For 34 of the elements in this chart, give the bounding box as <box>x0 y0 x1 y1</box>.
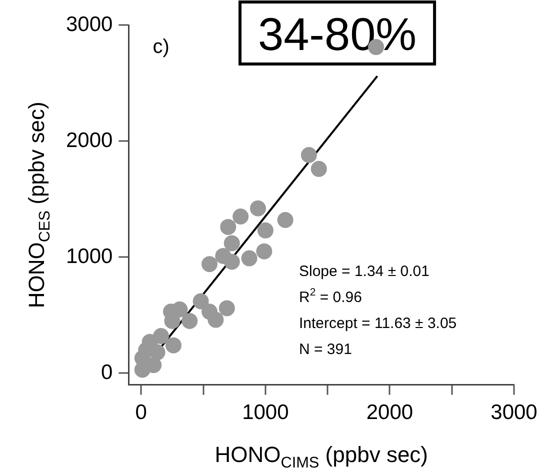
point <box>202 256 218 272</box>
point <box>257 222 274 238</box>
y-tick-label: 0 <box>101 360 113 384</box>
x-tick-label: 2000 <box>366 401 414 424</box>
y-axis-title: HONOCES (ppbv sec) <box>24 102 54 308</box>
annotation: 34-80% <box>258 8 417 60</box>
point <box>218 300 235 316</box>
annotation: Intercept = 11.63 ± 3.05 <box>299 315 457 332</box>
point <box>310 160 327 177</box>
point <box>149 344 166 360</box>
point <box>182 312 198 329</box>
y-tick-label: 2000 <box>66 128 113 152</box>
annotation: N = 391 <box>299 341 352 358</box>
annotation: Slope = 1.34 ± 0.01 <box>299 263 430 280</box>
x-tick-label: 3000 <box>490 401 538 424</box>
x-tick-label: 0 <box>135 401 147 424</box>
x-tick-label: 1000 <box>242 401 289 424</box>
y-tick-label: 1000 <box>66 244 113 268</box>
point <box>165 337 182 354</box>
point <box>224 254 240 270</box>
point <box>241 250 258 266</box>
point <box>192 293 209 310</box>
point <box>256 243 272 260</box>
y-tick-label: 3000 <box>66 12 113 36</box>
annotation: c) <box>152 36 170 58</box>
point <box>277 212 294 228</box>
point <box>202 304 218 320</box>
point <box>134 362 150 378</box>
point <box>172 301 188 318</box>
point <box>220 218 236 235</box>
point <box>250 200 266 216</box>
point <box>300 146 317 163</box>
point <box>232 208 249 225</box>
point <box>224 235 240 252</box>
